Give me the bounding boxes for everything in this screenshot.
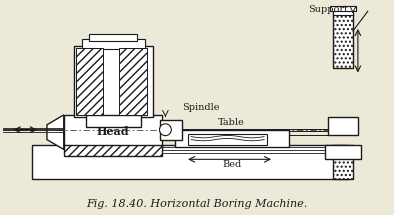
Bar: [160, 120, 182, 140]
Bar: [328, 117, 358, 135]
Bar: [64, 115, 162, 149]
Bar: [32, 144, 348, 179]
Text: Head: Head: [97, 126, 129, 137]
Bar: [82, 39, 145, 49]
Bar: [188, 134, 267, 144]
Bar: [330, 6, 356, 11]
Circle shape: [160, 124, 171, 136]
Text: Table: Table: [218, 118, 245, 127]
Polygon shape: [47, 115, 64, 149]
Bar: [64, 144, 162, 156]
Bar: [74, 46, 152, 117]
Text: Fig. 18.40. Horizontal Boring Machine.: Fig. 18.40. Horizontal Boring Machine.: [86, 199, 308, 209]
Bar: [333, 9, 353, 15]
Bar: [333, 13, 353, 68]
Text: Spindle: Spindle: [182, 103, 220, 112]
Text: Support: Support: [309, 5, 349, 14]
Bar: [325, 144, 361, 159]
Bar: [175, 130, 289, 147]
Bar: [333, 144, 353, 179]
Bar: [119, 48, 147, 115]
Bar: [86, 115, 141, 127]
Bar: [89, 34, 137, 41]
Text: Bed: Bed: [222, 160, 241, 169]
Bar: [76, 48, 103, 115]
